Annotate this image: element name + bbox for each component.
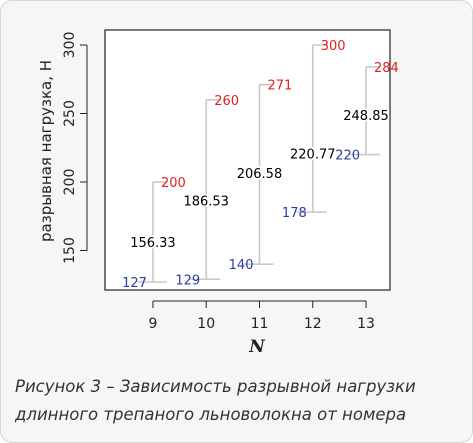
- max-value-label: 300: [321, 39, 346, 54]
- mean-value-label: 248.85: [343, 109, 389, 124]
- mean-value-label: 156.33: [130, 236, 176, 251]
- range-chart: 150 200 250 300 9 10 11 12 13 200 127 156.33 260 12…: [37, 29, 399, 357]
- x-tick-label: 9: [148, 316, 157, 332]
- min-value-label: 129: [175, 273, 200, 288]
- min-value-label: 220: [335, 149, 360, 164]
- y-tick-label: 250: [62, 100, 78, 127]
- y-tick-label: 200: [62, 169, 78, 196]
- mean-value-label: 186.53: [183, 194, 229, 209]
- max-value-label: 271: [267, 79, 292, 94]
- max-value-label: 284: [374, 61, 399, 76]
- y-axis: 150 200 250 300: [62, 32, 88, 264]
- y-tick-label: 300: [62, 32, 78, 59]
- x-tick-label: 12: [304, 316, 322, 332]
- mean-value-label: 206.58: [237, 167, 283, 182]
- min-value-label: 178: [282, 206, 307, 221]
- x-tick-label: 11: [251, 316, 269, 332]
- max-value-label: 260: [214, 94, 239, 109]
- figure-caption: Рисунок 3 – Зависимость разрывной нагруз…: [15, 373, 471, 429]
- x-tick-label: 10: [197, 316, 215, 332]
- caption-line-2: длинного трепаного льноволокна от номера: [15, 405, 407, 424]
- y-axis-label: разрывная нагрузка, Н: [37, 60, 55, 242]
- min-value-label: 127: [122, 276, 147, 291]
- x-axis-label: N: [248, 337, 266, 357]
- x-axis: 9 10 11 12 13: [148, 300, 375, 332]
- mean-value-label: 220.77: [290, 148, 336, 163]
- caption-line-1: Рисунок 3 – Зависимость разрывной нагруз…: [15, 377, 416, 396]
- y-tick-label: 150: [62, 237, 78, 264]
- x-tick-label: 13: [357, 316, 375, 332]
- min-value-label: 140: [229, 258, 254, 273]
- max-value-label: 200: [161, 176, 186, 191]
- chart-marks: 200 127 156.33 260 129 186.53 271 140 206.58 300 1…: [122, 39, 399, 291]
